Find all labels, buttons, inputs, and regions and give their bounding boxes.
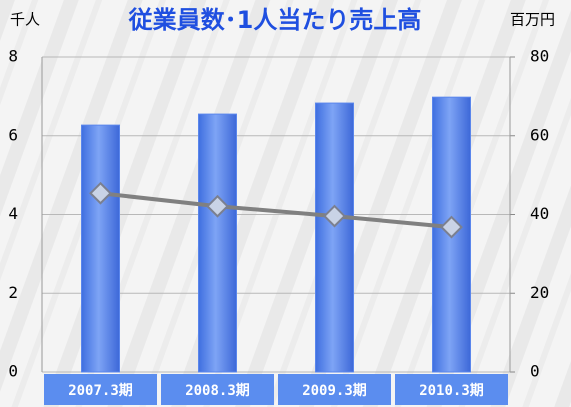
x-label-box xyxy=(161,374,274,405)
x-label-box xyxy=(395,374,508,405)
y2-tick-label: 0 xyxy=(530,362,540,381)
y-tick-label: 2 xyxy=(8,283,18,302)
y-tick-label: 6 xyxy=(8,125,18,144)
line-marker xyxy=(323,204,346,228)
x-tick-label: 2009.3期 xyxy=(302,383,367,399)
line-marker xyxy=(440,215,463,239)
chart-title: 従業員数･1人当たり売上高 xyxy=(128,6,422,34)
bar xyxy=(81,124,120,373)
y2-tick-label: 40 xyxy=(530,204,549,223)
y2-tick-label: 80 xyxy=(530,47,549,66)
y-tick-label: 4 xyxy=(8,204,18,223)
x-tick-label: 2007.3期 xyxy=(68,383,133,399)
y2-tick-label: 60 xyxy=(530,125,549,144)
line-marker xyxy=(206,194,229,218)
bar xyxy=(198,113,237,373)
x-label-box xyxy=(278,374,391,405)
y-axis-label: 千人 xyxy=(10,11,40,29)
y-tick-label: 0 xyxy=(8,362,18,381)
y2-tick-label: 20 xyxy=(530,283,549,302)
y2-axis-label: 百万円 xyxy=(510,11,555,29)
x-tick-label: 2008.3期 xyxy=(185,383,250,399)
y-tick-label: 8 xyxy=(8,47,18,66)
line xyxy=(100,191,452,230)
line-marker xyxy=(89,181,112,205)
x-label-box xyxy=(44,374,157,405)
x-tick-label: 2010.3期 xyxy=(419,383,484,399)
bar xyxy=(315,102,354,373)
